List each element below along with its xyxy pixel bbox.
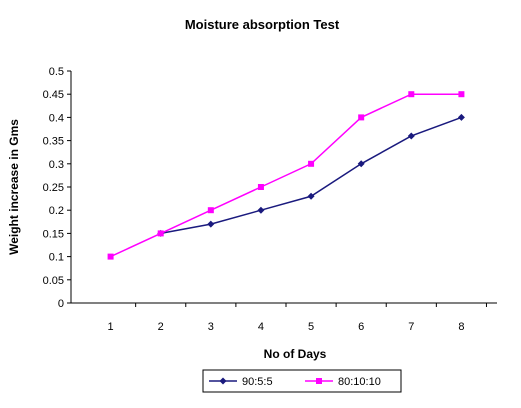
legend-box <box>202 369 402 393</box>
y-tick-label: 0 <box>58 298 64 310</box>
y-tick-label: 0.4 <box>49 112 64 124</box>
x-tick-label: 6 <box>358 321 364 333</box>
data-point-80-10-10 <box>408 91 415 98</box>
chart-title: Moisture absorption Test <box>185 17 340 32</box>
y-tick-label: 0.15 <box>43 228 64 240</box>
data-point-80-10-10 <box>308 160 315 167</box>
x-tick-label: 2 <box>158 321 164 333</box>
data-point-90-5-5 <box>307 192 315 200</box>
y-tick-label: 0.35 <box>43 136 64 148</box>
data-point-80-10-10 <box>107 253 114 260</box>
y-tick-label: 0.3 <box>49 159 64 171</box>
data-point-80-10-10 <box>157 230 164 237</box>
x-tick-label: 4 <box>258 321 264 333</box>
x-tick-label: 7 <box>408 321 414 333</box>
y-axis-title: Weight increase in Gms <box>7 119 21 255</box>
y-tick-label: 0.1 <box>49 252 64 264</box>
data-point-90-5-5 <box>407 132 415 140</box>
data-point-80-10-10 <box>207 207 214 214</box>
x-tick-label: 3 <box>208 321 214 333</box>
y-tick-label: 0.2 <box>49 205 64 217</box>
data-point-90-5-5 <box>257 206 265 214</box>
y-tick-label: 0.05 <box>43 275 64 287</box>
plot-area: 0 0.05 0.1 0.15 0.2 0.25 0.3 0.35 0.4 0.45 0.5 1 2 3 4… <box>43 66 497 333</box>
legend-marker-90-5-5 <box>219 377 227 385</box>
series-line-80-10-10 <box>110 93 462 258</box>
y-tick-label: 0.45 <box>43 89 64 101</box>
legend-label-80-10-10: 80:10:10 <box>338 376 381 388</box>
x-tick-label: 5 <box>308 321 314 333</box>
series-line-90-5-5 <box>160 116 462 235</box>
data-point-90-5-5 <box>457 113 465 121</box>
data-point-80-10-10 <box>358 114 365 121</box>
x-tick-label: 1 <box>108 321 114 333</box>
x-tick-label: 8 <box>458 321 464 333</box>
legend-marker-80-10-10 <box>316 378 322 384</box>
y-tick-label: 0.25 <box>43 182 64 194</box>
legend-label-90-5-5: 90:5:5 <box>242 376 273 388</box>
data-point-90-5-5 <box>357 160 365 168</box>
x-axis-title: No of Days <box>264 347 327 361</box>
y-tick-label: 0.5 <box>49 66 64 78</box>
data-point-90-5-5 <box>207 220 215 228</box>
data-point-80-10-10 <box>458 91 465 98</box>
legend: 90:5:5 80:10:10 <box>202 369 402 393</box>
data-point-80-10-10 <box>257 184 264 190</box>
